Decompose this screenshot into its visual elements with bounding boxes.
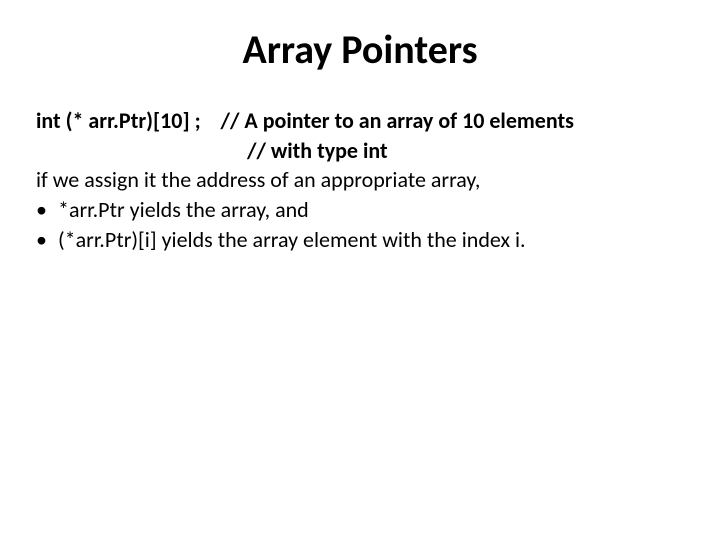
gap: [201, 107, 221, 134]
declaration-code: int (* arr.Ptr)[10] ;: [36, 107, 201, 134]
comment-2-line: // with type int: [36, 136, 684, 166]
bullet-1-text: *arr.Ptr yields the array, and: [58, 195, 684, 225]
bullet-2: • (*arr.Ptr)[i] yields the array element…: [36, 225, 684, 255]
slide: Array Pointers int (* arr.Ptr)[10] ; // …: [0, 0, 720, 540]
bullet-2-text: (*arr.Ptr)[i] yields the array element w…: [58, 225, 684, 255]
declaration-line: int (* arr.Ptr)[10] ; // A pointer to an…: [36, 106, 684, 136]
comment-2-type: int: [358, 137, 388, 164]
bullet-marker-icon: •: [36, 195, 58, 225]
bullet-1: • *arr.Ptr yields the array, and: [36, 195, 684, 225]
bullet-marker-icon: •: [36, 225, 58, 255]
assign-line: if we assign it the address of an approp…: [36, 165, 684, 195]
comment-1: // A pointer to an array of 10 elements: [221, 107, 574, 134]
comment-2-prefix: // with type: [247, 137, 358, 164]
comment-2: // with type int: [36, 136, 388, 166]
slide-body: int (* arr.Ptr)[10] ; // A pointer to an…: [36, 106, 684, 254]
slide-title: Array Pointers: [36, 28, 684, 72]
